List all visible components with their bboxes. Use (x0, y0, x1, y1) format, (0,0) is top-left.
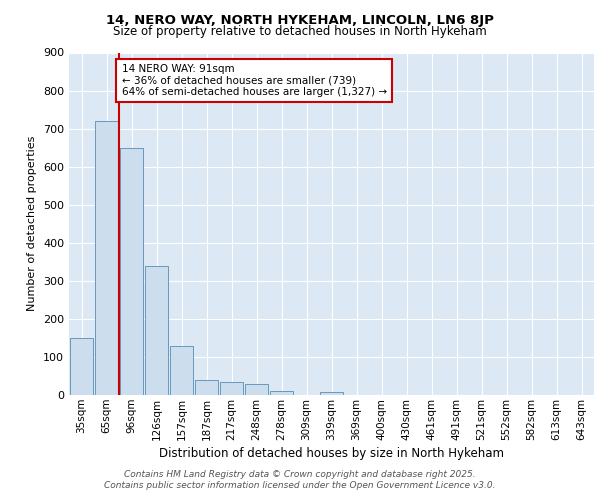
Text: Size of property relative to detached houses in North Hykeham: Size of property relative to detached ho… (113, 25, 487, 38)
Bar (220, 382, 243, 395)
Bar (270, 391, 293, 395)
Text: 14, NERO WAY, NORTH HYKEHAM, LINCOLN, LN6 8JP: 14, NERO WAY, NORTH HYKEHAM, LINCOLN, LN… (106, 14, 494, 27)
Text: Contains public sector information licensed under the Open Government Licence v3: Contains public sector information licen… (104, 481, 496, 490)
Bar (120, 148, 143, 395)
Bar (320, 392, 343, 395)
Bar (195, 380, 218, 395)
Text: 14 NERO WAY: 91sqm
← 36% of detached houses are smaller (739)
64% of semi-detach: 14 NERO WAY: 91sqm ← 36% of detached hou… (121, 64, 386, 97)
Y-axis label: Number of detached properties: Number of detached properties (28, 136, 37, 312)
Bar (245, 384, 268, 395)
Bar (145, 266, 168, 395)
Text: Contains HM Land Registry data © Crown copyright and database right 2025.: Contains HM Land Registry data © Crown c… (124, 470, 476, 479)
Bar (70, 338, 93, 395)
Bar (95, 121, 118, 395)
X-axis label: Distribution of detached houses by size in North Hykeham: Distribution of detached houses by size … (159, 447, 504, 460)
Bar (170, 346, 193, 395)
